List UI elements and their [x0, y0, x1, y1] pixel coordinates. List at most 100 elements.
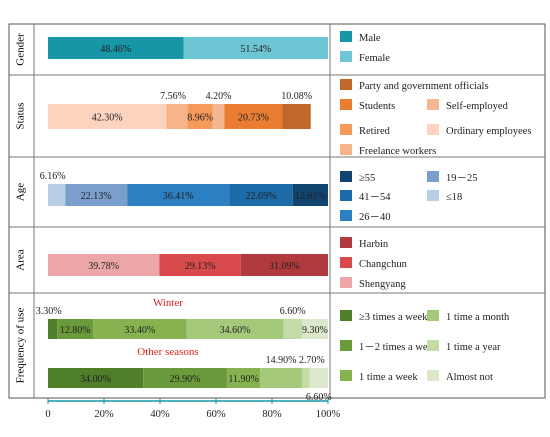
legend-item: Male: [340, 31, 381, 44]
legend-swatch: [427, 340, 439, 351]
data-label: 42.30%: [92, 113, 123, 124]
panel-gender: Gender 48.46% 51.54% Male Female: [15, 31, 390, 66]
data-label: 22.69%: [246, 191, 277, 202]
legend-swatch: [340, 51, 352, 62]
data-label: 34.60%: [220, 325, 251, 336]
bar-segment: [65, 184, 128, 206]
bar-segment: [186, 319, 284, 339]
data-label: 29.90%: [170, 374, 201, 385]
bar-segment: [143, 368, 227, 388]
data-label: 7.56%: [160, 91, 186, 102]
legend-item: Retired: [340, 124, 391, 137]
legend-label: 1－2 times a week: [359, 342, 438, 353]
data-label: 6.60%: [306, 392, 332, 403]
legend-label: ≥3 times a week: [359, 312, 428, 323]
legend-swatch: [427, 99, 439, 110]
legend-item: ≥3 times a week: [340, 310, 428, 323]
data-label: 3.30%: [36, 306, 62, 317]
bar-segment: [159, 254, 241, 276]
legend-swatch: [340, 310, 352, 321]
legend-label: ≤18: [446, 192, 462, 203]
panel-label: Gender: [15, 33, 27, 66]
bar-segment: [301, 368, 310, 388]
season-title: Other seasons: [137, 346, 198, 358]
legend-item: Female: [340, 51, 390, 64]
bar-segment: [183, 37, 328, 59]
legend-item: Party and government officials: [340, 79, 489, 92]
legend-swatch: [340, 124, 352, 135]
bar-segment: [229, 184, 293, 206]
legend-swatch: [340, 31, 352, 42]
bar-segment: [187, 104, 213, 129]
legend-item: 1 time a year: [427, 340, 501, 353]
panel-age: Age 6.16% 22.13% 36.41% 22.69% 12.61% ≥55 19－25…: [15, 171, 478, 223]
legend-swatch: [427, 124, 439, 135]
data-label: 39.78%: [88, 261, 119, 272]
data-label: 20.73%: [238, 113, 269, 124]
panel-frequency-of-use: Frequency of use Winter 3.30% 12.80% 33.40% 3…: [15, 297, 511, 403]
bar-segment: [260, 368, 302, 388]
bar-segment: [48, 104, 167, 129]
bar-segment: [226, 368, 261, 388]
x-tick-label: 0: [45, 409, 50, 420]
legend-label: Male: [359, 33, 381, 44]
legend-item: 41－54: [340, 190, 391, 203]
legend-label: Almost not: [446, 372, 493, 383]
legend-label: Shengyang: [359, 279, 406, 290]
legend-item: 1－2 times a week: [340, 340, 438, 353]
season-title: Winter: [153, 297, 183, 309]
legend-swatch: [340, 277, 352, 288]
legend-item: 19－25: [427, 171, 478, 184]
bar-segment: [93, 319, 187, 339]
bar-segment: [224, 104, 283, 129]
bar-segment: [292, 184, 328, 206]
legend-item: Freelance workers: [340, 144, 436, 157]
legend-label: 41－54: [359, 192, 391, 203]
legend-label: Changchun: [359, 259, 408, 270]
legend-label: 19－25: [446, 173, 478, 184]
panel-label: Status: [15, 103, 27, 130]
panel-label: Age: [15, 183, 27, 201]
data-label: 29.13%: [185, 261, 216, 272]
chart-frame: [8, 23, 546, 399]
data-label: 4.20%: [206, 91, 232, 102]
legend-swatch: [427, 310, 439, 321]
x-tick-label: 100%: [316, 409, 341, 420]
legend-item: Ordinary employees: [427, 124, 531, 137]
data-label: 14.90%: [266, 355, 297, 366]
legend-label: Female: [359, 53, 390, 64]
legend-swatch: [340, 370, 352, 381]
legend-item: 1 time a week: [340, 370, 418, 383]
legend-label: 1 time a week: [359, 372, 418, 383]
legend-label: 26－40: [359, 212, 391, 223]
legend-item: ≥55: [340, 171, 375, 184]
legend-label: Retired: [359, 126, 391, 137]
bar-segment: [301, 319, 328, 339]
legend-item: Shengyang: [340, 277, 406, 290]
legend-swatch: [427, 190, 439, 201]
legend-item: Harbin: [340, 237, 389, 250]
data-label: 9.30%: [302, 325, 328, 336]
data-label: 34.00%: [80, 374, 111, 385]
legend-swatch: [340, 99, 352, 110]
legend-swatch: [340, 144, 352, 155]
legend-swatch: [340, 190, 352, 201]
bar-segment: [166, 104, 188, 129]
data-label: 51.54%: [240, 44, 271, 55]
panel-area: Area 39.78% 29.13% 31.09% Harbin Changchun She…: [15, 237, 408, 290]
bar-segment: [48, 254, 160, 276]
data-label: 36.41%: [163, 191, 194, 202]
legend-item: Self-employed: [427, 99, 509, 112]
legend-swatch: [340, 79, 352, 90]
data-label: 12.61%: [295, 191, 326, 202]
bar-segment: [282, 104, 311, 129]
legend-label: Freelance workers: [359, 146, 436, 157]
x-tick-label: 20%: [94, 409, 114, 420]
legend-label: ≥55: [359, 173, 375, 184]
legend-swatch: [340, 237, 352, 248]
data-label: 12.80%: [60, 325, 91, 336]
bar-segment: [212, 104, 225, 129]
bar-segment: [127, 184, 230, 206]
panel-label: Frequency of use: [15, 308, 27, 384]
